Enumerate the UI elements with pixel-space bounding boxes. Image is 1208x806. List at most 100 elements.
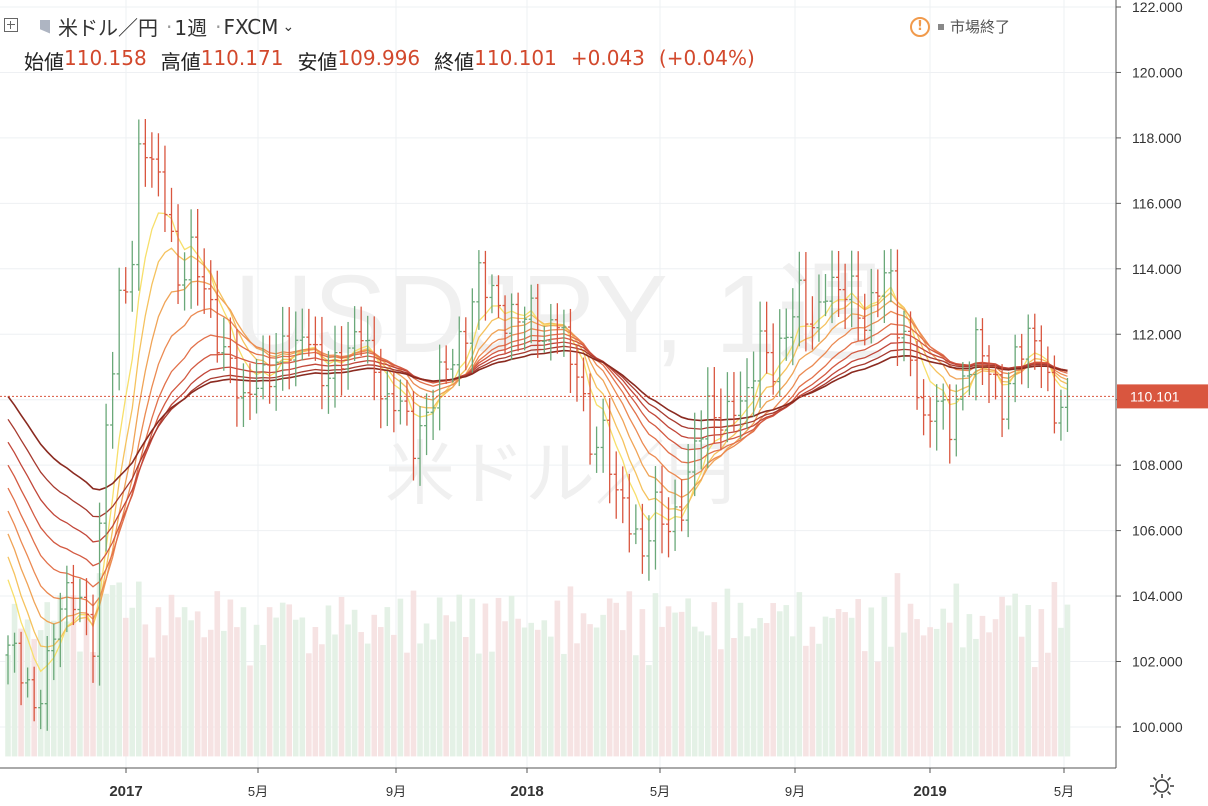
watermark-name: 米ドル／円 [385,433,735,515]
volume-bar [292,619,299,757]
volume-bar [652,593,659,757]
market-status[interactable]: ! 市場終了 [909,16,1010,37]
volume-bar [306,653,312,757]
expand-icon[interactable] [4,18,18,32]
volume-bar [338,596,345,757]
ohlc-row: 始値 110.158 高値 110.171 安値 109.996 終値 110.101 … [24,46,769,75]
volume-bar [587,624,593,757]
volume-bar [528,622,534,757]
volume-bar [227,599,234,757]
last-price-tag [1117,384,1208,409]
symbol-name[interactable]: 米ドル／円 [58,16,158,40]
volume-bar [129,607,136,757]
volume-bar [443,615,449,757]
volume-bar [194,611,201,757]
y-tick-label: 102.000 [1132,654,1183,670]
volume-bar [1064,604,1071,757]
volume-bar [881,596,888,757]
volume-bar [508,595,515,757]
volume-bar [600,614,606,757]
volume-bar [704,635,711,757]
volume-bar [260,645,266,757]
symbol-row[interactable]: 米ドル／円 · 1週 · FXCM ⌄ [24,12,296,41]
x-tick-label: 2018 [510,783,543,800]
volume-bar [103,593,109,757]
volume-bar [1012,593,1018,757]
volume-bar [999,596,1005,757]
legend-header: 米ドル／円 · 1週 · FXCM ⌄ 始値 110.158 高値 110.171 … [0,0,1110,80]
volume-bar [646,665,652,757]
volume-bar [371,614,378,757]
volume-bar [763,623,770,757]
volume-bar [593,627,600,757]
volume-bar [253,624,260,757]
volume-bar [149,657,155,757]
volume-bar [489,651,495,757]
volume-bar [750,628,757,757]
volume-bar [1038,609,1045,757]
volume-bar [861,651,868,757]
x-tick-label: 5月 [1054,784,1074,799]
time-axis: 2017 5月 9月 2018 5月 9月 2019 5月 [0,767,1208,806]
y-tick-label: 108.000 [1132,457,1183,473]
chevron-down-icon[interactable]: ⌄ [282,18,295,35]
volume-bar [737,602,744,757]
volume-bar [109,585,116,757]
volume-bar [521,627,528,757]
volume-bar [90,652,96,757]
volume-bar [279,602,286,757]
volume-bar [122,617,129,757]
volume-bar [842,612,848,757]
volume-bar [744,636,750,757]
volume-bar [626,591,633,757]
volume-bar [894,573,901,757]
volume-bar [423,623,430,757]
volume-bar [364,643,371,757]
price-axis: 100.000102.000104.000106.000108.000110.0… [1115,0,1208,806]
volume-bar [463,637,469,757]
interval[interactable]: 1週 [174,16,208,40]
volume-bar [691,626,698,757]
volume-bar [70,595,77,757]
volume-bar [567,586,574,757]
volume-bar [724,588,731,757]
volume-bar [757,617,763,757]
volume-bar [168,594,175,757]
volume-bar [299,617,306,757]
volume-bar [469,598,476,757]
volume-bar [1005,605,1012,757]
flag-icon [40,19,50,34]
y-tick-label: 106.000 [1132,523,1183,539]
volume-bar [273,617,279,757]
source[interactable]: FXCM [223,14,279,39]
volume-bar [920,635,927,757]
volume-bar [888,646,894,757]
volume-bar [809,626,816,757]
high-label: 高値 [160,50,201,74]
volume-bar [711,602,718,757]
volume-bar [790,636,796,757]
volume-bar [986,632,992,757]
settings-gear-icon[interactable] [1148,772,1176,800]
volume-bar [384,607,391,757]
volume-bar [770,603,776,757]
close-value: 110.101 [474,46,557,70]
x-tick-label: 2017 [109,783,142,800]
volume-bar [77,651,83,757]
volume-bar [534,629,541,757]
volume-bars [5,573,1071,757]
watermark-symbol: USDJPY, 1週 [234,253,886,376]
volume-bar [325,605,332,757]
volume-bar [57,595,64,757]
volume-bar [875,661,881,757]
volume-bar [966,614,973,757]
volume-bar [240,607,247,757]
volume-bar [319,644,325,757]
volume-bar [933,628,940,757]
y-tick-label: 114.000 [1132,261,1182,277]
warning-icon[interactable]: ! [909,16,930,37]
volume-bar [476,653,482,757]
volume-bar [188,620,194,757]
volume-bar [83,613,90,757]
